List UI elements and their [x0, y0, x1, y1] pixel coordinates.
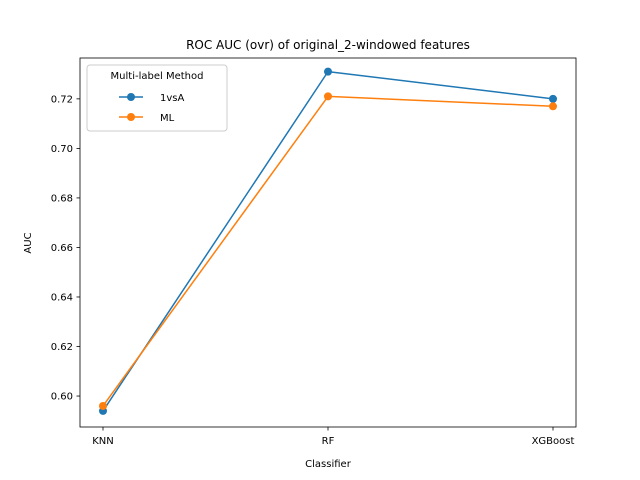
legend-marker — [127, 113, 135, 121]
data-point — [99, 401, 107, 410]
chart-title: ROC AUC (ovr) of original_2-windowed fea… — [186, 38, 470, 52]
y-tick-label: 0.60 — [51, 392, 73, 403]
y-axis-title: AUC — [23, 232, 34, 253]
legend-box — [86, 64, 228, 132]
y-tick-label: 0.64 — [51, 292, 73, 303]
legend-label: ML — [160, 113, 175, 124]
y-tick-label: 0.66 — [51, 243, 73, 254]
x-tick-label: RF — [322, 436, 335, 447]
y-axis: 0.60 0.62 0.64 0.66 0.68 0.70 0.72 — [51, 94, 80, 403]
x-tick-label: XGBoost — [532, 436, 575, 447]
y-tick-label: 0.68 — [51, 193, 73, 204]
data-point — [549, 102, 557, 111]
y-tick-label: 0.70 — [51, 144, 73, 155]
x-axis: KNN RF XGBoost — [92, 427, 574, 447]
data-point — [549, 94, 557, 103]
data-point — [324, 67, 332, 76]
legend-title: Multi-label Method — [111, 71, 204, 82]
legend-label: 1vsA — [160, 93, 184, 104]
legend-entries: 1vsA ML — [119, 93, 184, 124]
legend: Multi-label Method 1vsA ML — [86, 64, 228, 132]
legend-marker — [127, 93, 135, 101]
x-tick-label: KNN — [92, 436, 114, 447]
data-point — [324, 92, 332, 101]
y-tick-label: 0.62 — [51, 342, 73, 353]
y-tick-label: 0.72 — [51, 94, 73, 105]
series-layer — [99, 67, 557, 415]
x-axis-title: Classifier — [305, 459, 352, 470]
